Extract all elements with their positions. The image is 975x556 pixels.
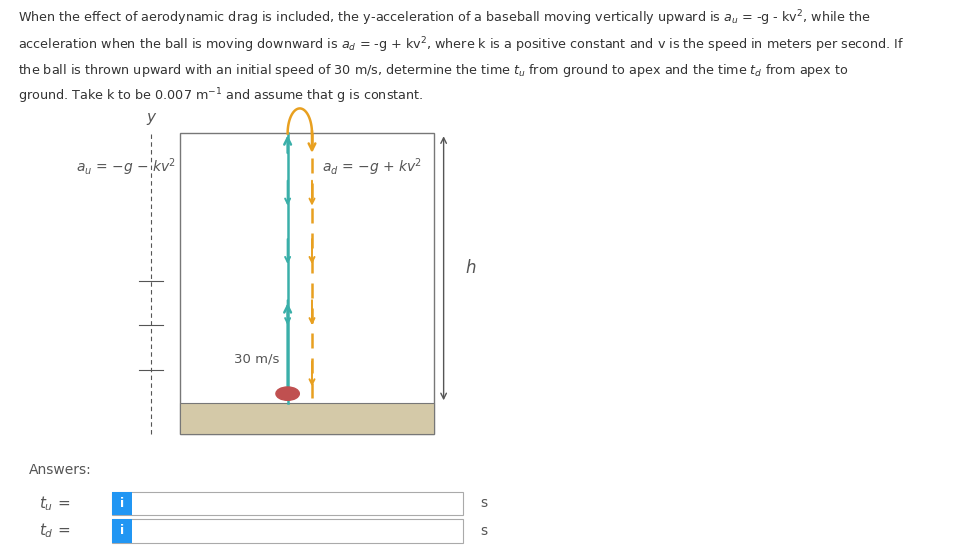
- Text: $a_u$ = −g − kv$^2$: $a_u$ = −g − kv$^2$: [75, 156, 176, 177]
- Text: s: s: [481, 496, 488, 510]
- Text: i: i: [120, 497, 125, 510]
- FancyBboxPatch shape: [112, 492, 463, 515]
- Text: $t_d$ =: $t_d$ =: [39, 522, 70, 540]
- Text: When the effect of aerodynamic drag is included, the y-acceleration of a basebal: When the effect of aerodynamic drag is i…: [18, 8, 904, 106]
- Text: s: s: [481, 524, 488, 538]
- Text: $t_u$ =: $t_u$ =: [39, 494, 70, 513]
- Text: Answers:: Answers:: [29, 463, 92, 477]
- Text: $a_d$ = −g + kv$^2$: $a_d$ = −g + kv$^2$: [322, 156, 422, 177]
- Text: h: h: [465, 259, 476, 277]
- Bar: [180, 403, 434, 434]
- Bar: [180, 133, 434, 434]
- FancyBboxPatch shape: [112, 492, 133, 515]
- FancyBboxPatch shape: [112, 519, 133, 543]
- Text: i: i: [120, 524, 125, 538]
- Circle shape: [276, 387, 299, 400]
- Text: 30 m/s: 30 m/s: [234, 352, 280, 365]
- FancyBboxPatch shape: [112, 519, 463, 543]
- Text: y: y: [146, 110, 156, 125]
